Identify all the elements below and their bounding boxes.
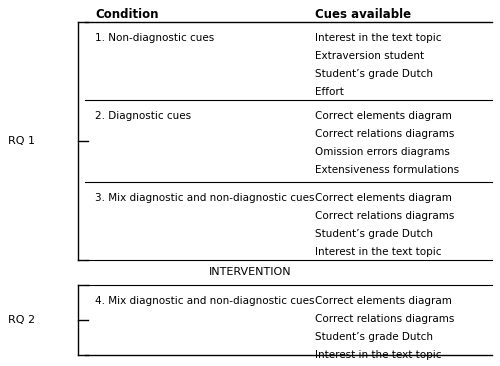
Text: Correct elements diagram: Correct elements diagram bbox=[315, 193, 452, 203]
Text: 4. Mix diagnostic and non-diagnostic cues: 4. Mix diagnostic and non-diagnostic cue… bbox=[95, 296, 314, 306]
Text: Student’s grade Dutch: Student’s grade Dutch bbox=[315, 332, 433, 342]
Text: INTERVENTION: INTERVENTION bbox=[208, 267, 292, 277]
Text: Correct relations diagrams: Correct relations diagrams bbox=[315, 129, 454, 139]
Text: Correct elements diagram: Correct elements diagram bbox=[315, 111, 452, 121]
Text: Extraversion student: Extraversion student bbox=[315, 51, 424, 61]
Text: Student’s grade Dutch: Student’s grade Dutch bbox=[315, 229, 433, 239]
Text: Omission errors diagrams: Omission errors diagrams bbox=[315, 147, 450, 157]
Text: Student’s grade Dutch: Student’s grade Dutch bbox=[315, 69, 433, 79]
Text: Interest in the text topic: Interest in the text topic bbox=[315, 247, 442, 257]
Text: RQ 2: RQ 2 bbox=[8, 315, 35, 325]
Text: Correct relations diagrams: Correct relations diagrams bbox=[315, 211, 454, 221]
Text: 2. Diagnostic cues: 2. Diagnostic cues bbox=[95, 111, 191, 121]
Text: Correct elements diagram: Correct elements diagram bbox=[315, 296, 452, 306]
Text: 3. Mix diagnostic and non-diagnostic cues: 3. Mix diagnostic and non-diagnostic cue… bbox=[95, 193, 314, 203]
Text: Extensiveness formulations: Extensiveness formulations bbox=[315, 165, 459, 175]
Text: Interest in the text topic: Interest in the text topic bbox=[315, 33, 442, 43]
Text: Cues available: Cues available bbox=[315, 8, 411, 21]
Text: 1. Non-diagnostic cues: 1. Non-diagnostic cues bbox=[95, 33, 214, 43]
Text: Interest in the text topic: Interest in the text topic bbox=[315, 350, 442, 360]
Text: Condition: Condition bbox=[95, 8, 158, 21]
Text: Effort: Effort bbox=[315, 87, 344, 97]
Text: Correct relations diagrams: Correct relations diagrams bbox=[315, 314, 454, 324]
Text: RQ 1: RQ 1 bbox=[8, 136, 35, 146]
